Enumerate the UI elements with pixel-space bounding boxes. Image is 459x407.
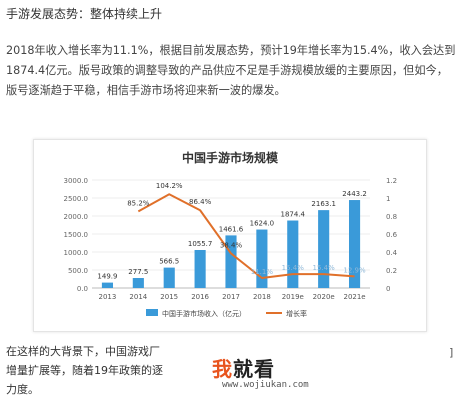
y-left-tick-label: 0.0: [77, 285, 88, 293]
legend-label-revenue: 中国手游市场收入（亿元）: [162, 309, 246, 318]
y-left-tick-label: 1000.0: [64, 249, 89, 257]
y-right-tick-label: 0.4: [386, 249, 398, 257]
revenue-bar: [287, 220, 299, 288]
revenue-value-label: 566.5: [159, 258, 179, 266]
revenue-bar: [101, 282, 114, 288]
revenue-value-label: 277.5: [128, 268, 148, 276]
growth-rate-line: [137, 193, 355, 280]
revenue-bar: [318, 210, 330, 288]
y-right-tick-label: 0.8: [386, 213, 397, 221]
revenue-bar: [256, 229, 268, 288]
growth-rate-label: 11.1%: [251, 268, 274, 276]
paragraph-line: 版号逐渐趋于平稳，相信手游市场将迎来新一波的爆发。: [6, 84, 286, 97]
growth-rate-label: 15.4%: [313, 264, 336, 272]
growth-rate-label: 86.4%: [189, 198, 212, 206]
y-right-tick-label: 1: [386, 195, 390, 203]
revenue-value-label: 2163.1: [311, 200, 336, 208]
watermark-part1: 我: [212, 357, 233, 381]
x-tick-label: 2018: [253, 293, 271, 301]
revenue-bar: [194, 249, 206, 288]
watermark-url: www.wojiukan.com: [222, 380, 309, 390]
growth-rate-label: 15.4%: [282, 264, 305, 272]
y-right-tick-label: 0: [386, 285, 390, 293]
y-right-tick-label: 0.6: [386, 231, 398, 239]
section-heading: 手游发展态势：整体持续上升: [6, 7, 163, 21]
y-left-tick-label: 2000.0: [64, 213, 89, 221]
bottom-paragraph: 在这样的大背景下，中国游戏厂 增量扩展等，随着19年政策的逐 力度。: [6, 342, 163, 399]
revenue-bar: [163, 267, 175, 288]
watermark-part2: 就看: [233, 357, 275, 381]
revenue-bar: [225, 235, 237, 288]
market-size-chart: 中国手游市场规模 0.0 500.0 1000.0 1500.0 2000.0 2500.…: [64, 150, 398, 318]
paragraph-line: 1874.4亿元。版号政策的调整导致的产品供应不足是手游规模放缓的主要原因，但如…: [6, 64, 448, 77]
y-right-tick-label: 0.2: [386, 267, 397, 275]
y-left-tick-label: 2500.0: [64, 195, 89, 203]
x-tick-label: 2015: [160, 293, 178, 301]
revenue-value-label: 149.9: [97, 273, 117, 281]
bottom-line: 增量扩展等，随着19年政策的逐: [6, 364, 163, 377]
bracket-mark: ]: [449, 346, 454, 359]
x-tick-label: 2020e: [313, 293, 335, 301]
bottom-line: 力度。: [6, 383, 39, 396]
growth-rate-label: 12.9%: [343, 266, 366, 274]
site-watermark: 我就看: [212, 353, 275, 382]
revenue-value-label: 1874.4: [281, 211, 306, 219]
x-tick-label: 2013: [99, 293, 117, 301]
revenue-bar: [348, 200, 361, 288]
y-left-tick-label: 1500.0: [64, 231, 89, 239]
chart-card: 中国手游市场规模 0.0 500.0 1000.0 1500.0 2000.0 2500.…: [33, 139, 427, 332]
growth-rate-label: 85.2%: [127, 199, 150, 207]
revenue-bar: [132, 278, 144, 288]
x-tick-label: 2016: [191, 293, 209, 301]
revenue-value-label: 1461.6: [219, 225, 244, 233]
growth-rate-label: 104.2%: [156, 182, 183, 190]
paragraph-line: 2018年收入增长率为11.1%，根据目前发展态势，预计19年增长率为15.4%…: [6, 44, 456, 57]
legend-label-growth: 增长率: [286, 309, 307, 318]
x-tick-label: 2014: [129, 293, 147, 301]
chart-title: 中国手游市场规模: [182, 150, 279, 165]
revenue-value-label: 2443.2: [342, 190, 367, 198]
legend-swatch-revenue: [146, 309, 158, 316]
y-left-tick-label: 500.0: [68, 267, 88, 275]
article-paragraph: 2018年收入增长率为11.1%，根据目前发展态势，预计19年增长率为15.4%…: [6, 41, 456, 101]
revenue-value-label: 1055.7: [188, 240, 213, 248]
y-right-tick-label: 1.2: [386, 177, 397, 185]
x-tick-label: 2017: [222, 293, 240, 301]
growth-rate-label: 38.4%: [220, 241, 243, 249]
bottom-line: 在这样的大背景下，中国游戏厂: [6, 345, 160, 358]
y-left-tick-label: 3000.0: [64, 177, 89, 185]
x-tick-label: 2021e: [343, 293, 365, 301]
revenue-value-label: 1624.0: [250, 220, 275, 228]
x-tick-label: 2019e: [282, 293, 304, 301]
